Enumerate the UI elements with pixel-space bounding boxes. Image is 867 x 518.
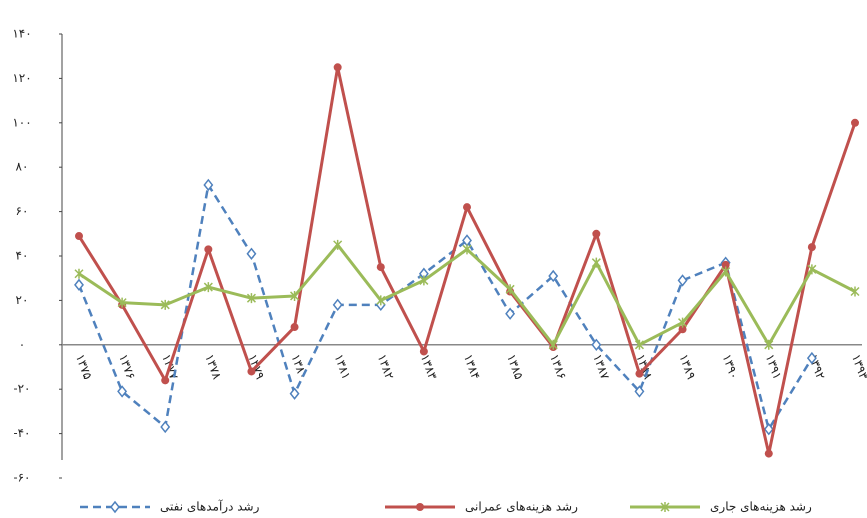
- point: [634, 339, 644, 350]
- legend-label: رشد هزینه‌های عمرانی: [465, 500, 578, 514]
- y-tick-label: -۶۰: [14, 471, 31, 485]
- point: [333, 63, 342, 72]
- point: [416, 503, 424, 511]
- point: [74, 278, 84, 292]
- y-tick-label: ۱۲۰: [12, 71, 31, 85]
- point: [548, 339, 558, 350]
- point: [376, 263, 385, 272]
- y-tick-label: ۱۴۰: [12, 27, 31, 41]
- point: [505, 307, 516, 320]
- point: [246, 293, 256, 304]
- x-tick-label: ۱۳۹۳: [849, 352, 867, 382]
- point: [332, 298, 343, 312]
- point: [290, 290, 300, 301]
- x-tick-label: ۱۳۷۸: [202, 352, 224, 382]
- point: [764, 339, 774, 350]
- point: [678, 317, 688, 328]
- point: [850, 286, 860, 297]
- point: [289, 387, 300, 400]
- point: [591, 338, 602, 352]
- point: [290, 323, 299, 332]
- point: [721, 260, 730, 269]
- point: [634, 385, 645, 398]
- point: [764, 449, 773, 458]
- y-tick-label: -۲۰: [14, 382, 31, 396]
- point: [161, 376, 170, 385]
- point: [660, 502, 670, 512]
- point: [204, 245, 213, 254]
- series-line: [77, 183, 813, 431]
- x-tick-label: ۱۳۹۰: [720, 352, 742, 381]
- point: [677, 274, 688, 287]
- point: [333, 239, 343, 250]
- point: [160, 420, 171, 434]
- x-tick-label: ۱۳۸۵: [504, 352, 526, 381]
- point: [462, 244, 472, 255]
- point: [419, 275, 429, 286]
- point: [246, 247, 257, 260]
- point: [807, 243, 816, 252]
- x-tick-label: ۱۳۷۶: [116, 352, 138, 381]
- point: [117, 385, 128, 398]
- point: [678, 325, 687, 334]
- point: [591, 257, 601, 268]
- point: [592, 229, 601, 238]
- x-tick-label: ۱۳۸۱: [332, 352, 354, 381]
- point: [807, 264, 817, 275]
- point: [721, 266, 731, 277]
- y-tick-label: -۴۰: [14, 426, 31, 440]
- x-tick-label: ۱۳۸۹: [676, 352, 698, 381]
- x-tick-label: ۱۳۸۴: [461, 352, 483, 381]
- y-tick-label: ۰: [19, 337, 25, 351]
- point: [548, 269, 559, 283]
- point: [806, 351, 817, 365]
- point: [505, 284, 515, 295]
- point: [419, 347, 428, 356]
- point: [376, 295, 386, 306]
- point: [110, 500, 120, 514]
- x-tick-label: ۱۳۸۰: [288, 352, 310, 381]
- x-tick-label: ۱۳۸۲: [375, 352, 397, 381]
- x-tick-label: ۱۳۷۵: [73, 352, 95, 381]
- x-tick-label: ۱۳۸۳: [418, 352, 440, 382]
- point: [463, 203, 471, 212]
- y-tick-label: ۸۰: [16, 160, 29, 174]
- x-tick-label: ۱۳۸۶: [547, 352, 569, 381]
- y-tick-label: ۱۰۰: [12, 115, 31, 129]
- legend-label: رشد هزینه‌های جاری: [710, 500, 812, 514]
- y-tick-label: ۶۰: [16, 204, 29, 218]
- point: [203, 178, 214, 192]
- y-tick-label: ۲۰: [16, 293, 29, 307]
- point: [763, 422, 774, 436]
- point: [160, 299, 170, 310]
- point: [203, 282, 213, 293]
- point: [851, 118, 859, 127]
- x-tick-label: ۱۳۹۱: [763, 352, 785, 381]
- point: [247, 367, 256, 376]
- legend-label: رشد درآمدهای نفتی: [160, 499, 260, 514]
- y-tick-label: ۴۰: [16, 249, 29, 263]
- x-tick-label: ۱۳۸۷: [590, 352, 612, 382]
- point: [75, 232, 83, 241]
- point: [117, 297, 127, 308]
- point: [635, 369, 644, 378]
- point: [74, 268, 84, 279]
